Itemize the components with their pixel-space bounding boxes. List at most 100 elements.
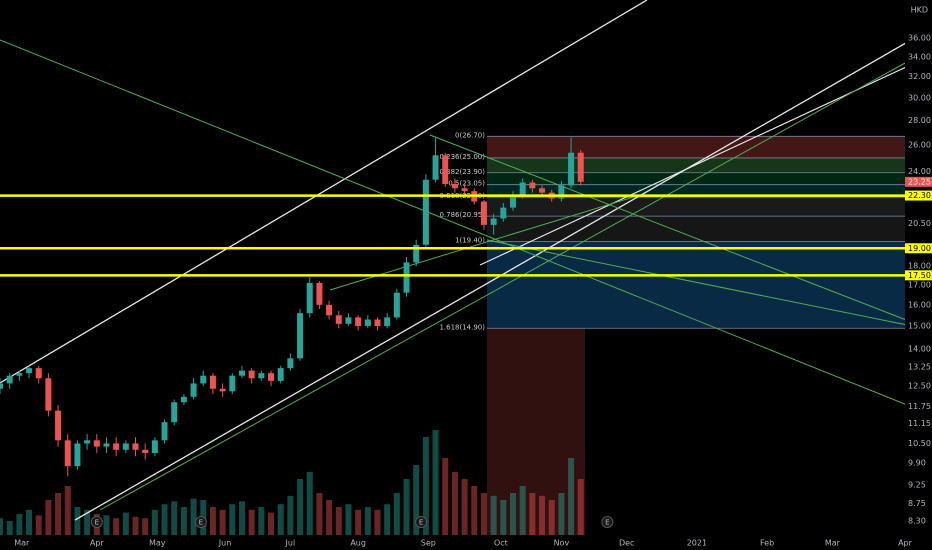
candle-body [84,440,91,444]
volume-bar [113,518,120,535]
candle-body [413,244,420,263]
candle-body [171,402,178,423]
y-tick-label: 8.75 [908,499,926,508]
volume-bar [432,430,439,535]
volume-bar [374,509,381,535]
candle-body [422,179,429,245]
trend-line [0,39,932,416]
candle-body [6,375,13,384]
candle-body [442,155,449,184]
y-tick-label: 28.00 [908,116,931,125]
x-tick-label: Mar [825,539,841,548]
volume-bar [490,495,497,535]
x-tick-label: May [149,539,166,548]
currency: HKD [911,6,928,15]
volume-bar [519,486,526,535]
volume-bar [16,514,23,535]
candle-body [568,152,575,186]
fib-label: 0.786(20.95) [439,211,485,219]
x-tick-label: Jun [218,539,232,548]
volume-bar [413,465,420,535]
trend-line [486,239,932,331]
time-axis [0,535,932,550]
volume-bar [55,493,62,535]
volume [0,430,584,535]
candle-body [432,155,439,180]
candle-body [297,313,304,359]
fib-zone [487,328,585,535]
candle-body [306,282,313,314]
volume-bar [529,493,536,535]
volume-bar [268,512,275,535]
x-tick-label: Mar [14,539,30,548]
candle-body [142,449,149,453]
event-marker [90,516,103,528]
candle-body [122,443,129,450]
trend-line [429,134,932,331]
x-tick-label: Nov [554,539,570,548]
volume-bar [219,509,226,535]
candle-body [55,410,62,441]
trend-line [0,0,648,384]
candle-body [558,185,565,199]
volume-bar [480,493,487,535]
y-tick-label: 26.00 [908,141,931,150]
volume-bar [422,437,429,535]
candle-body [64,440,71,467]
volume-bar [64,486,71,535]
fib-label: 0(26.70) [455,131,485,139]
candle-body [461,188,468,192]
volume-bar [326,500,333,535]
candle-body [258,373,265,379]
candle-body [519,182,526,196]
fib-zone [487,184,905,198]
candle-body [0,383,3,389]
volume-bar [6,521,13,535]
y-tick-label: 20.50 [908,219,931,228]
fib-zone [487,216,905,242]
candle-body [403,262,410,293]
fib-label: 0.5(23.05) [448,180,485,188]
axes: HKD 36.0034.0032.0030.0028.0026.0024.002… [14,6,932,548]
candle-body [345,317,352,324]
volume-bar [316,493,323,535]
candle-body [103,443,110,447]
y-tick-label: 34.00 [908,52,931,61]
volume-bar [132,516,139,535]
y-tick-label: 14.00 [908,344,931,353]
trend-line [99,47,932,511]
volume-bar [297,479,304,535]
candle-body [35,368,42,379]
fib-label: 1.618(14.90) [439,323,485,331]
level-label: 19.00 [908,244,931,253]
volume-bar [209,507,216,535]
candle-body [45,378,52,411]
candle-body [529,182,536,189]
volume-bar [142,518,149,535]
volume-bar [190,498,197,535]
y-tick-label: 11.15 [908,419,931,428]
y-tick-label: 13.25 [908,362,931,371]
volume-bar [161,504,168,535]
volume-bar [393,493,400,535]
x-tick-label: Jul [285,539,296,548]
y-tick-label: 16.00 [908,300,931,309]
candle-body [287,358,294,369]
volume-bar [471,486,478,535]
volume-bar [355,509,362,535]
volume-bar [151,509,158,535]
price-label: 23.25 [908,177,931,186]
volume-bar [384,504,391,535]
volume-bar [103,515,110,535]
volume-bar [509,493,516,535]
event-marker [194,516,207,528]
event-marker [601,516,614,528]
event-marker [415,516,428,528]
candle-body [132,443,139,450]
volume-bar [451,472,458,535]
candle-body [393,292,400,318]
y-tick-label: 32.00 [908,72,931,81]
level-tag [905,190,932,201]
fib-label: 0.236(25.00) [439,153,485,161]
